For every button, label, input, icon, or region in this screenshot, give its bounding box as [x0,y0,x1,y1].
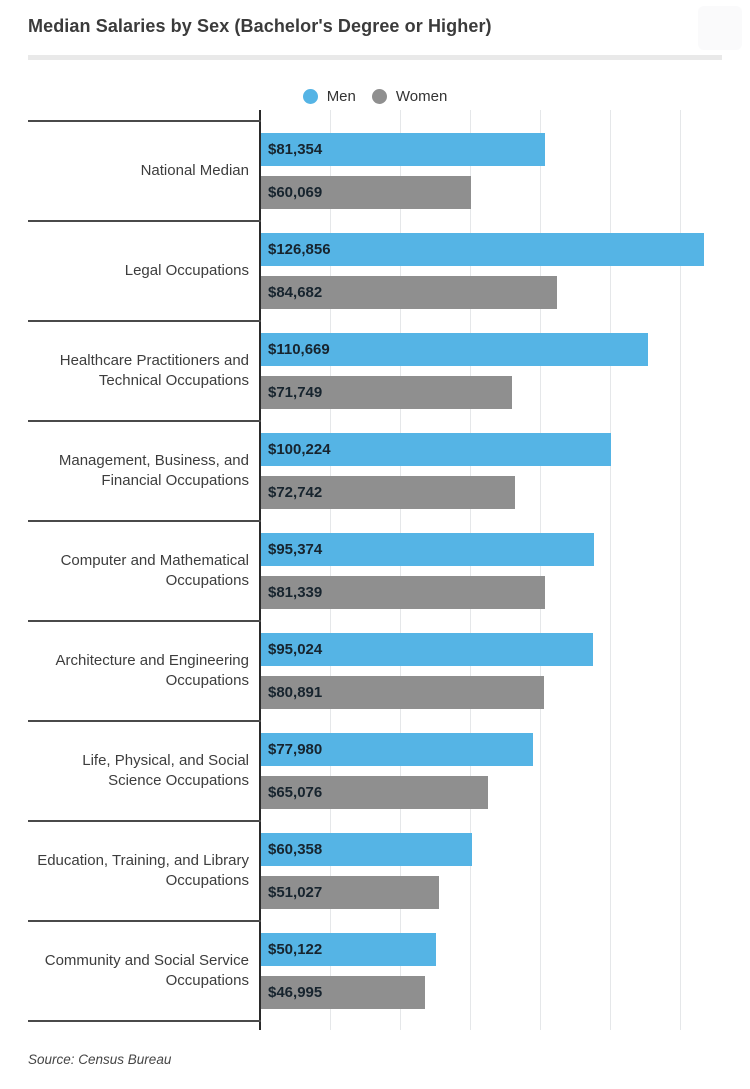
legend-item-women[interactable]: Women [371,88,448,105]
men-bar-value: $95,024 [268,641,323,658]
men-bar-value: $126,856 [268,241,331,258]
category-row: Legal Occupations $126,856 $84,682 [0,220,750,321]
category-label: Healthcare Practitioners and Technical O… [59,352,249,389]
legend-men-label: Men [326,88,356,105]
women-bar-value: $72,742 [268,484,323,501]
category-label: Computer and Mathematical Occupations [60,552,249,589]
men-bar[interactable]: $110,669 [261,333,648,366]
women-bar-value: $71,749 [268,384,323,401]
top-right-faded-icon [698,6,742,50]
category-label: Education, Training, and Library Occupat… [37,852,249,889]
row-divider-line [28,620,261,622]
category-row: Computer and Mathematical Occupations $9… [0,520,750,621]
men-bar[interactable]: $81,354 [261,133,545,166]
bar-group: $126,856 $84,682 [261,221,750,321]
category-label: Architecture and Engineering Occupations [55,652,249,689]
category-label: Legal Occupations [124,262,249,280]
women-bar[interactable]: $71,749 [261,376,512,409]
women-bar[interactable]: $80,891 [261,676,544,709]
category-label: Life, Physical, and Social Science Occup… [82,752,249,789]
category-row: Education, Training, and Library Occupat… [0,820,750,921]
row-divider-line [28,120,261,122]
row-divider-line [28,320,261,322]
category-label: National Median [140,162,249,180]
y-axis-line [259,110,261,1030]
women-bar[interactable]: $65,076 [261,776,488,809]
men-bar[interactable]: $95,374 [261,533,594,566]
bar-group: $95,024 $80,891 [261,621,750,721]
men-bar[interactable]: $50,122 [261,933,436,966]
women-bar-value: $84,682 [268,284,323,301]
women-bar-value: $81,339 [268,584,323,601]
men-bar-value: $81,354 [268,141,323,158]
category-row: Healthcare Practitioners and Technical O… [0,320,750,421]
category-label: Community and Social Service Occupations [44,952,249,989]
row-divider-line [28,520,261,522]
women-bar-value: $65,076 [268,784,323,801]
men-bar-value: $95,374 [268,541,323,558]
men-bar[interactable]: $60,358 [261,833,472,866]
bar-group: $81,354 $60,069 [261,121,750,221]
row-divider-line [28,920,261,922]
legend-item-men[interactable]: Men [302,88,356,105]
women-bar-value: $60,069 [268,184,323,201]
women-color-dot-icon [371,89,387,104]
row-divider-line [28,420,261,422]
women-bar-value: $80,891 [268,684,323,701]
women-bar-value: $51,027 [268,884,323,901]
women-bar[interactable]: $51,027 [261,876,439,909]
category-label: Management, Business, and Financial Occu… [58,452,249,489]
bar-group: $110,669 $71,749 [261,321,750,421]
women-bar[interactable]: $84,682 [261,276,557,309]
row-divider-line [28,220,261,222]
men-bar-value: $50,122 [268,941,323,958]
men-bar[interactable]: $95,024 [261,633,593,666]
women-bar[interactable]: $46,995 [261,976,425,1009]
women-bar-value: $46,995 [268,984,323,1001]
bar-group: $100,224 $72,742 [261,421,750,521]
men-bar-value: $77,980 [268,741,323,758]
source-note: Source: Census Bureau [28,1052,172,1067]
bar-group: $95,374 $81,339 [261,521,750,621]
men-bar[interactable]: $126,856 [261,233,704,266]
row-divider-line [28,820,261,822]
men-color-dot-icon [302,89,318,104]
women-bar[interactable]: $81,339 [261,576,545,609]
bottom-axis-line [28,1020,261,1022]
bar-group: $77,980 $65,076 [261,721,750,821]
category-row: Management, Business, and Financial Occu… [0,420,750,521]
bar-group: $50,122 $46,995 [261,921,750,1021]
bar-chart-rows: National Median $81,354 $60,069 Legal Oc… [0,120,750,1021]
title-divider [28,55,722,60]
chart-legend: Men Women [0,88,750,105]
men-bar[interactable]: $100,224 [261,433,611,466]
men-bar[interactable]: $77,980 [261,733,533,766]
bar-group: $60,358 $51,027 [261,821,750,921]
category-row: Life, Physical, and Social Science Occup… [0,720,750,821]
women-bar[interactable]: $72,742 [261,476,515,509]
men-bar-value: $60,358 [268,841,323,858]
row-divider-line [28,720,261,722]
chart-title: Median Salaries by Sex (Bachelor's Degre… [28,16,492,36]
category-row: Community and Social Service Occupations… [0,920,750,1021]
women-bar[interactable]: $60,069 [261,176,471,209]
men-bar-value: $110,669 [268,341,330,358]
category-row: National Median $81,354 $60,069 [0,120,750,221]
men-bar-value: $100,224 [268,441,331,458]
legend-women-label: Women [395,88,448,105]
category-row: Architecture and Engineering Occupations… [0,620,750,721]
